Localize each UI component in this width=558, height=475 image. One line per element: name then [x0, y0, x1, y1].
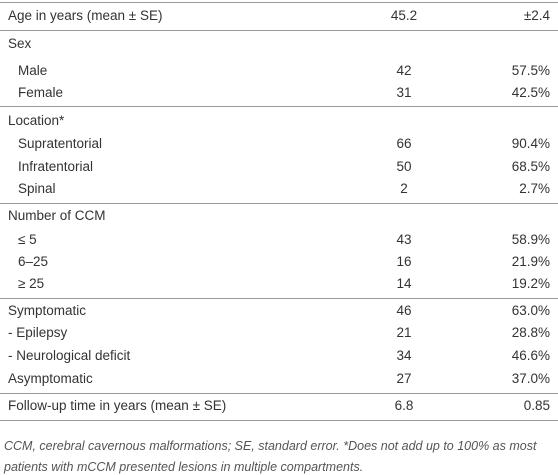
row-label: Supratentorial [18, 136, 103, 151]
percent-cell: 42.5% [511, 85, 550, 100]
row-label: Female [18, 85, 64, 100]
count-cell: 16 [396, 254, 412, 269]
percent-cell: 90.4% [511, 136, 550, 151]
count-cell: 34 [396, 348, 412, 363]
count-cell: 66 [396, 136, 412, 151]
count-cell: 2 [400, 181, 408, 196]
percent-cell: 68.5% [511, 159, 550, 174]
row-label: Age in years (mean ± SE) [8, 8, 163, 23]
count-cell: 31 [396, 85, 412, 100]
percent-cell: 2.7% [519, 181, 550, 196]
row-label: Asymptomatic [8, 371, 93, 386]
rule [0, 106, 558, 107]
count-cell: 14 [396, 276, 412, 291]
row-label: - Epilepsy [8, 325, 68, 340]
rule [0, 2, 558, 3]
rule [0, 298, 558, 299]
row-label: Infratentorial [18, 159, 94, 174]
row-label: Spinal [18, 181, 56, 196]
count-cell: 6.8 [394, 398, 414, 413]
rule [0, 420, 558, 421]
percent-cell: ±2.4 [523, 8, 550, 23]
count-cell: 45.2 [390, 8, 418, 23]
count-cell: 50 [396, 159, 412, 174]
percent-cell: 63.0% [511, 303, 550, 318]
row-label: Sex [8, 36, 32, 51]
row-label: Symptomatic [8, 303, 87, 318]
rule [0, 393, 558, 394]
count-cell: 21 [396, 325, 412, 340]
count-cell: 43 [396, 232, 412, 247]
percent-cell: 37.0% [511, 371, 550, 386]
percent-cell: 46.6% [511, 348, 550, 363]
footnote: CCM, cerebral cavernous malformations; S… [4, 439, 537, 474]
percent-cell: 58.9% [511, 232, 550, 247]
percent-cell: 57.5% [511, 63, 550, 78]
count-cell: 42 [396, 63, 412, 78]
percent-cell: 28.8% [511, 325, 550, 340]
rule [0, 203, 558, 204]
row-label: 6–25 [18, 254, 49, 269]
percent-cell: 19.2% [511, 276, 550, 291]
count-cell: 46 [396, 303, 412, 318]
row-label: Follow-up time in years (mean ± SE) [8, 398, 227, 413]
percent-cell: 21.9% [511, 254, 550, 269]
row-label: ≤ 5 [18, 232, 37, 247]
rule [0, 30, 558, 31]
row-label: Male [18, 63, 48, 78]
row-label: Number of CCM [8, 208, 106, 223]
row-label: - Neurological deficit [8, 348, 131, 363]
percent-cell: 0.85 [523, 398, 550, 413]
row-label: ≥ 25 [18, 276, 45, 291]
count-cell: 27 [396, 371, 412, 386]
row-label: Location* [8, 113, 65, 128]
